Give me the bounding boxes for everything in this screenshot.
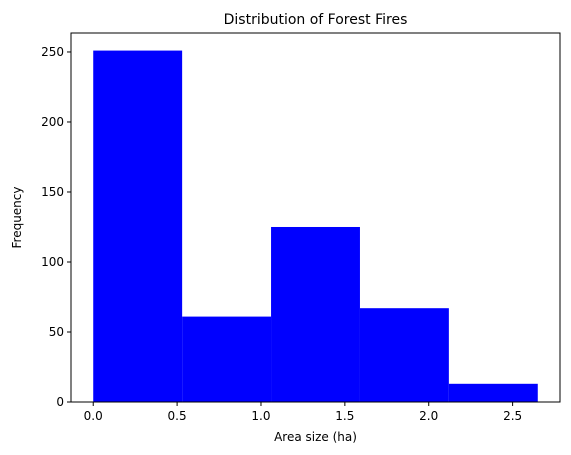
- x-tick-label: 1.0: [251, 409, 270, 423]
- y-tick-label: 150: [41, 185, 64, 199]
- histogram-bar-1: [93, 50, 183, 402]
- x-axis-ticks: 0.0 0.5 1.0 1.5 2.0 2.5: [84, 402, 522, 423]
- x-tick-label: 0.0: [84, 409, 103, 423]
- y-tick-label: 100: [41, 255, 64, 269]
- y-tick-label: 50: [49, 325, 64, 339]
- bars-group: [93, 50, 538, 402]
- y-tick-label: 0: [56, 395, 64, 409]
- x-tick-label: 1.5: [335, 409, 354, 423]
- y-axis-label: Frequency: [10, 187, 24, 249]
- chart-title: Distribution of Forest Fires: [224, 12, 408, 28]
- histogram-bar-4: [359, 308, 449, 402]
- histogram-bar-3: [271, 226, 360, 402]
- y-tick-label: 250: [41, 45, 64, 59]
- x-tick-label: 2.0: [419, 409, 438, 423]
- y-tick-label: 200: [41, 115, 64, 129]
- x-tick-label: 0.5: [168, 409, 187, 423]
- histogram-bar-2: [182, 316, 272, 402]
- histogram-bar-5: [448, 383, 538, 402]
- x-tick-label: 2.5: [503, 409, 522, 423]
- y-axis-ticks: 0 50 100 150 200 250: [41, 45, 71, 409]
- x-axis-label: Area size (ha): [274, 430, 357, 444]
- plot-area-frame: [70, 32, 561, 403]
